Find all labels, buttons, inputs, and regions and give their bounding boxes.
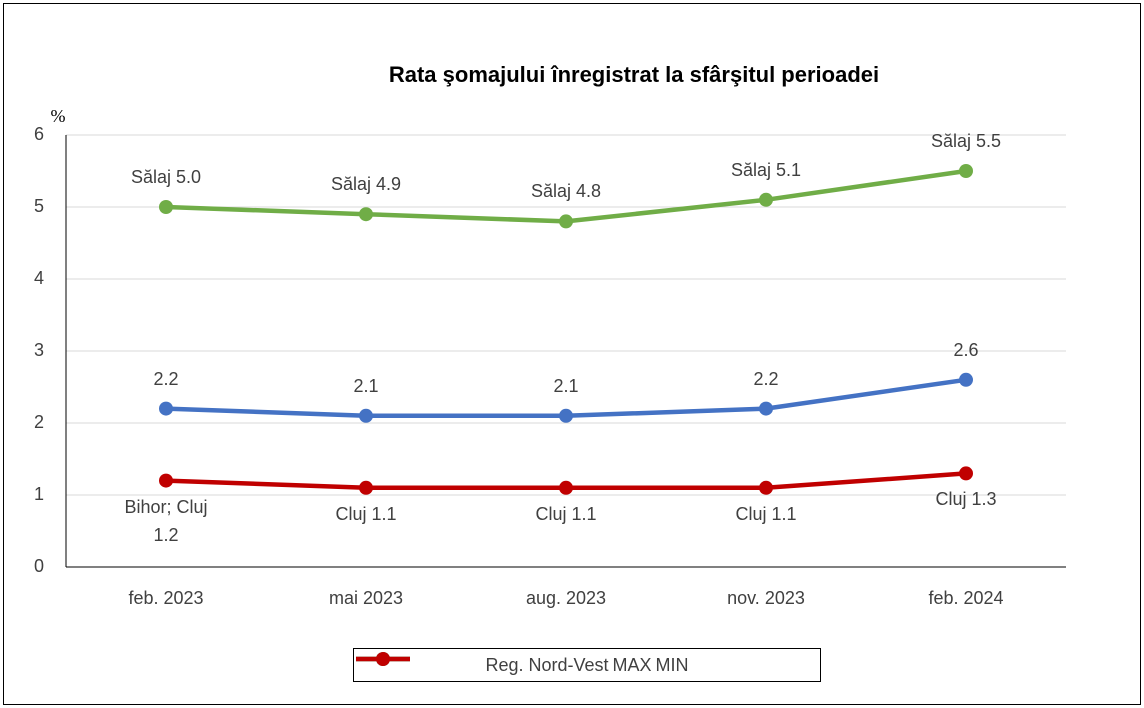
point <box>959 164 973 178</box>
point <box>759 480 773 495</box>
legend-item: MAX <box>356 652 652 676</box>
legend-marker <box>376 652 390 666</box>
y-tick-label: 4 <box>34 268 44 288</box>
data-label: 2.2 <box>753 368 779 389</box>
x-tick-label: nov. 2023 <box>727 588 805 608</box>
point <box>559 480 573 495</box>
legend-label: MAX <box>612 654 652 675</box>
legend: Reg. Nord-Vest MAX MIN <box>353 648 821 682</box>
data-label: 2.6 <box>953 339 979 360</box>
legend-label: MIN <box>655 654 689 675</box>
y-tick-label: 2 <box>34 412 44 432</box>
point <box>759 192 773 207</box>
point <box>559 408 573 423</box>
legend-item: Reg. Nord-Vest <box>356 652 609 676</box>
x-tick-label: aug. 2023 <box>526 588 606 608</box>
legend-swatch <box>356 652 410 666</box>
x-tick-label: feb. 2024 <box>928 588 1003 608</box>
point <box>159 473 173 488</box>
point <box>359 207 373 222</box>
point <box>159 401 173 416</box>
data-label: 2.2 <box>153 368 179 389</box>
data-label: Cluj 1.1 <box>735 503 797 524</box>
point <box>959 372 973 387</box>
y-tick-label: 3 <box>34 340 44 360</box>
point <box>159 200 173 214</box>
data-label: Sălaj 4.8 <box>530 181 602 202</box>
y-tick-label: 1 <box>34 484 44 504</box>
data-label: Cluj 1.3 <box>935 489 997 510</box>
x-tick-label: feb. 2023 <box>128 588 203 608</box>
point <box>359 480 373 495</box>
data-label: Sălaj 5.1 <box>730 159 802 180</box>
y-tick-label: 5 <box>34 196 44 216</box>
chart-title: Rata şomajului înregistrat la sfârşitul … <box>389 62 879 87</box>
legend-label: Reg. Nord-Vest <box>485 654 609 675</box>
data-label: Cluj 1.1 <box>335 503 397 524</box>
point <box>759 401 773 416</box>
frame <box>3 3 1141 705</box>
y-tick-label: 6 <box>34 124 44 144</box>
legend-item: MIN <box>356 652 689 676</box>
data-label: Sălaj 5.0 <box>130 167 202 187</box>
point <box>959 466 973 481</box>
data-label: 2.1 <box>553 375 579 396</box>
y-tick-label: 0 <box>34 556 44 576</box>
y-axis-label: % <box>51 106 66 126</box>
data-label: Sălaj 4.9 <box>330 174 402 195</box>
data-label: Sălaj 5.5 <box>930 131 1002 151</box>
x-tick-label: mai 2023 <box>329 588 403 608</box>
point <box>359 408 373 423</box>
data-label: 2.1 <box>353 375 379 396</box>
point <box>559 214 573 229</box>
data-label: Cluj 1.1 <box>535 503 597 524</box>
data-label: Bihor; Cluj 1.2 <box>124 496 208 545</box>
